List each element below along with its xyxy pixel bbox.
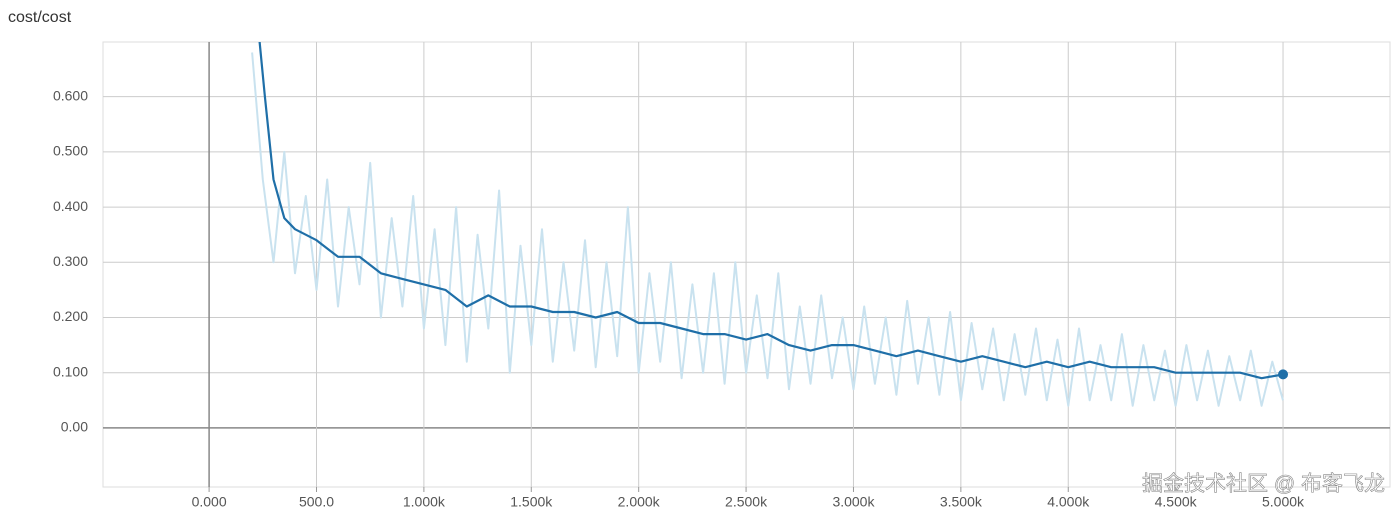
- x-tick-label: 500.0: [299, 494, 334, 510]
- x-tick-label: 1.000k: [403, 494, 446, 510]
- y-tick-label: 0.500: [53, 143, 88, 159]
- y-tick-label: 0.300: [53, 253, 88, 269]
- watermark: 掘金技术社区 @ 布客飞龙: [1142, 473, 1385, 496]
- end-point: [1278, 369, 1289, 380]
- x-tick-label: 2.500k: [725, 494, 768, 510]
- x-tick-label: 5.000k: [1262, 494, 1305, 510]
- y-tick-label: 0.200: [53, 308, 88, 324]
- x-tick-label: 3.500k: [940, 494, 983, 510]
- x-tick-label: 2.000k: [618, 494, 661, 510]
- data-line: [258, 42, 1284, 380]
- grid: [102, 41, 1391, 492]
- x-tick-label: 4.500k: [1155, 494, 1198, 510]
- x-tick-label: 0.000: [192, 494, 227, 510]
- data-line: [251, 52, 1284, 407]
- y-tick-label: 0.100: [53, 363, 88, 379]
- labels: 0.00 0.100 0.200 0.300 0.400 0.500 0.600 0.000 5…: [53, 87, 1305, 509]
- plot-area: [251, 42, 1289, 407]
- x-tick-label: 4.000k: [1047, 494, 1090, 510]
- chart-title: cost/cost: [8, 9, 72, 26]
- y-tick-label: 0.00: [61, 419, 88, 435]
- y-tick-label: 0.400: [53, 198, 88, 214]
- x-tick-label: 1.500k: [510, 494, 553, 510]
- y-tick-label: 0.600: [53, 87, 88, 103]
- x-tick-label: 3.000k: [832, 494, 875, 510]
